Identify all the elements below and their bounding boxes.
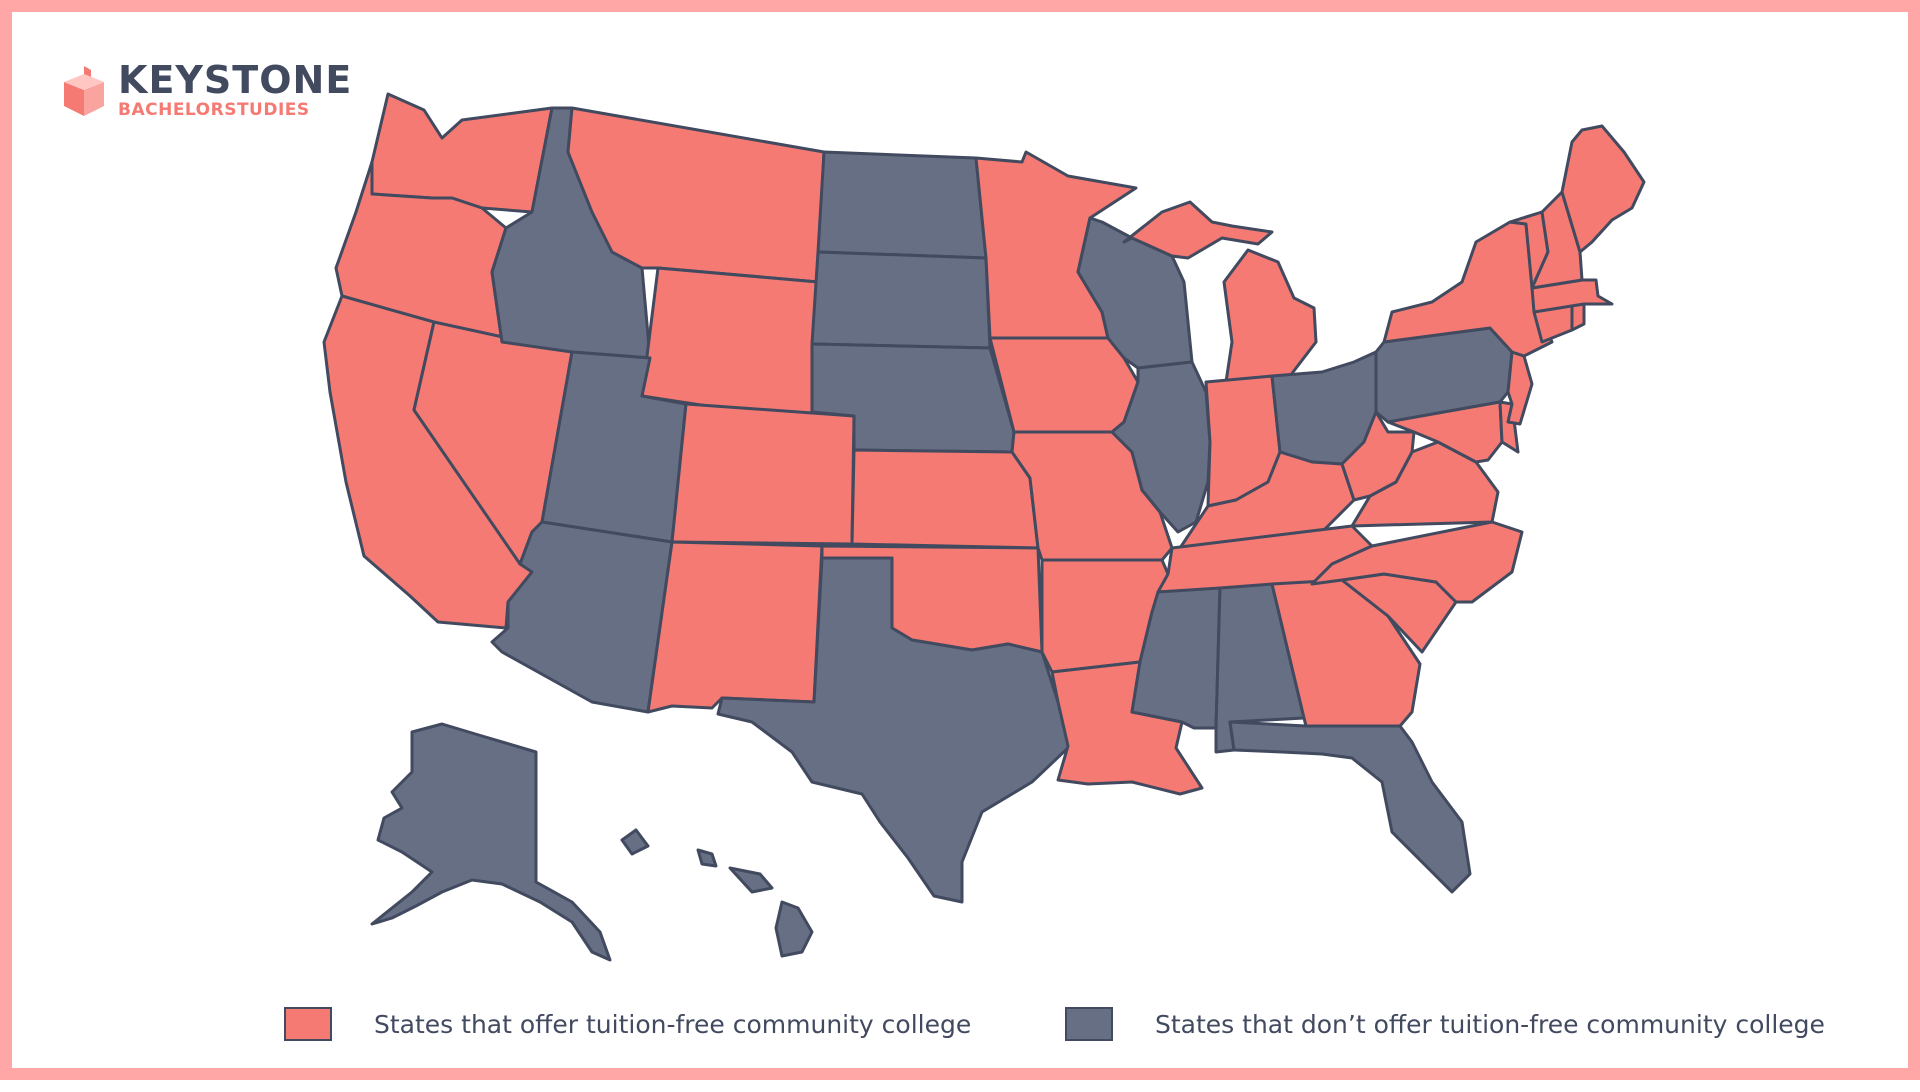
state-massachusetts (1530, 278, 1614, 314)
state-hawaii (620, 828, 814, 958)
state-south-dakota (810, 250, 992, 350)
state-kansas (850, 448, 1040, 550)
legend-does-not-offer-swatch (1065, 1007, 1113, 1041)
brand-subtitle: BACHELORSTUDIES (118, 100, 310, 120)
state-colorado (670, 402, 856, 546)
state-alaska (370, 722, 612, 962)
state-wyoming (640, 266, 820, 424)
state-maine (1560, 124, 1646, 254)
legend-offers-swatch (284, 1007, 332, 1041)
state-new-jersey (1506, 350, 1534, 426)
state-texas (716, 556, 1072, 904)
state-iowa (988, 336, 1140, 434)
state-michigan-lower (1222, 248, 1318, 384)
book-icon (64, 66, 104, 116)
brand-logo: KEYSTONE BACHELORSTUDIES (62, 60, 352, 120)
legend-offers: States that offer tuition-free community… (284, 1007, 971, 1041)
state-north-dakota (816, 150, 988, 260)
state-north-carolina (1310, 520, 1524, 604)
state-new-mexico (646, 540, 824, 714)
legend-does-not-offer-label: States that don’t offer tuition-free com… (1155, 1009, 1825, 1039)
state-florida (1228, 720, 1472, 894)
state-delaware (1498, 400, 1520, 454)
legend-does-not-offer: States that don’t offer tuition-free com… (1065, 1007, 1825, 1041)
state-rhode-island (1570, 302, 1586, 332)
us-states-map (322, 92, 1646, 962)
legend-offers-label: States that offer tuition-free community… (374, 1009, 972, 1039)
brand-title: KEYSTONE (118, 58, 353, 102)
state-michigan-upper (1122, 200, 1274, 260)
state-west-virginia (1340, 410, 1416, 502)
